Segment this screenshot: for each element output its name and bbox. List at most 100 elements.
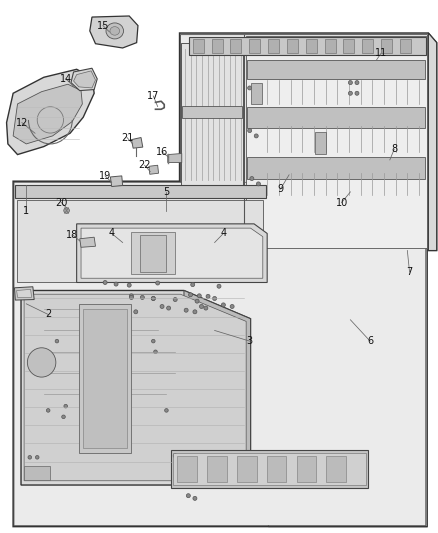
Circle shape	[193, 310, 197, 314]
Polygon shape	[77, 224, 267, 282]
Circle shape	[180, 456, 184, 461]
Polygon shape	[297, 456, 316, 482]
Ellipse shape	[110, 27, 120, 35]
Polygon shape	[181, 43, 243, 189]
Polygon shape	[17, 200, 263, 282]
Circle shape	[206, 294, 210, 298]
Polygon shape	[237, 456, 257, 482]
Polygon shape	[81, 228, 263, 278]
Polygon shape	[326, 456, 346, 482]
Polygon shape	[247, 157, 425, 179]
Text: 2: 2	[45, 310, 51, 319]
Circle shape	[355, 80, 359, 85]
Circle shape	[64, 405, 67, 408]
Polygon shape	[171, 450, 368, 488]
Polygon shape	[381, 39, 392, 53]
Polygon shape	[177, 456, 197, 482]
Polygon shape	[249, 39, 260, 53]
Polygon shape	[267, 456, 286, 482]
Text: 22: 22	[138, 160, 151, 170]
Polygon shape	[287, 39, 298, 53]
Polygon shape	[184, 290, 251, 485]
Polygon shape	[193, 39, 204, 53]
Polygon shape	[268, 39, 279, 53]
Text: 4: 4	[109, 229, 115, 238]
Circle shape	[129, 294, 134, 298]
Circle shape	[195, 299, 199, 303]
Circle shape	[348, 80, 353, 85]
Circle shape	[151, 296, 155, 301]
Circle shape	[154, 350, 157, 353]
Circle shape	[103, 280, 107, 285]
Polygon shape	[182, 106, 242, 118]
Polygon shape	[17, 289, 32, 297]
Text: 14: 14	[60, 74, 72, 84]
Circle shape	[186, 494, 191, 498]
Text: 6: 6	[367, 336, 373, 346]
Polygon shape	[362, 39, 373, 53]
Polygon shape	[400, 39, 411, 53]
Circle shape	[64, 208, 69, 213]
Text: 9: 9	[277, 184, 283, 194]
Circle shape	[199, 304, 204, 309]
Text: 5: 5	[163, 187, 170, 197]
Text: 12: 12	[16, 118, 28, 127]
Polygon shape	[13, 181, 427, 527]
Text: 18: 18	[66, 230, 78, 239]
Polygon shape	[15, 185, 266, 198]
Circle shape	[204, 306, 208, 310]
Polygon shape	[131, 232, 175, 274]
Polygon shape	[173, 453, 366, 485]
Polygon shape	[247, 107, 425, 128]
Ellipse shape	[27, 348, 56, 377]
Polygon shape	[268, 181, 427, 527]
Text: 19: 19	[99, 171, 111, 181]
Circle shape	[55, 340, 59, 343]
Text: 20: 20	[55, 198, 67, 207]
Text: 4: 4	[220, 229, 226, 238]
Polygon shape	[7, 69, 94, 155]
Circle shape	[125, 308, 129, 312]
Polygon shape	[14, 182, 426, 526]
Text: 15: 15	[97, 21, 109, 30]
Polygon shape	[80, 237, 95, 247]
Polygon shape	[306, 39, 317, 53]
Circle shape	[129, 295, 134, 300]
Circle shape	[165, 409, 168, 412]
Polygon shape	[14, 287, 34, 300]
Circle shape	[155, 281, 160, 285]
Polygon shape	[212, 39, 223, 53]
Circle shape	[217, 284, 221, 288]
Circle shape	[28, 456, 32, 459]
Text: 17: 17	[147, 91, 159, 101]
Circle shape	[35, 456, 39, 459]
Circle shape	[184, 308, 188, 312]
Polygon shape	[246, 36, 427, 248]
Circle shape	[62, 415, 65, 418]
Polygon shape	[24, 466, 50, 480]
Text: 3: 3	[247, 336, 253, 346]
Circle shape	[173, 454, 177, 458]
Polygon shape	[180, 33, 437, 251]
Circle shape	[221, 303, 226, 307]
Polygon shape	[13, 84, 82, 144]
Circle shape	[166, 306, 171, 310]
Polygon shape	[140, 235, 166, 272]
Polygon shape	[71, 68, 97, 91]
Circle shape	[247, 128, 252, 133]
Circle shape	[197, 294, 201, 298]
Circle shape	[152, 340, 155, 343]
Circle shape	[212, 296, 217, 301]
Polygon shape	[207, 456, 227, 482]
Text: 21: 21	[121, 133, 133, 142]
Circle shape	[247, 86, 252, 90]
Text: 16: 16	[156, 147, 168, 157]
Circle shape	[140, 295, 145, 300]
Polygon shape	[251, 83, 262, 104]
Polygon shape	[90, 16, 138, 48]
Circle shape	[250, 176, 254, 181]
Text: 8: 8	[391, 144, 397, 154]
Polygon shape	[180, 35, 427, 249]
Text: 7: 7	[406, 267, 413, 277]
Polygon shape	[24, 294, 246, 481]
